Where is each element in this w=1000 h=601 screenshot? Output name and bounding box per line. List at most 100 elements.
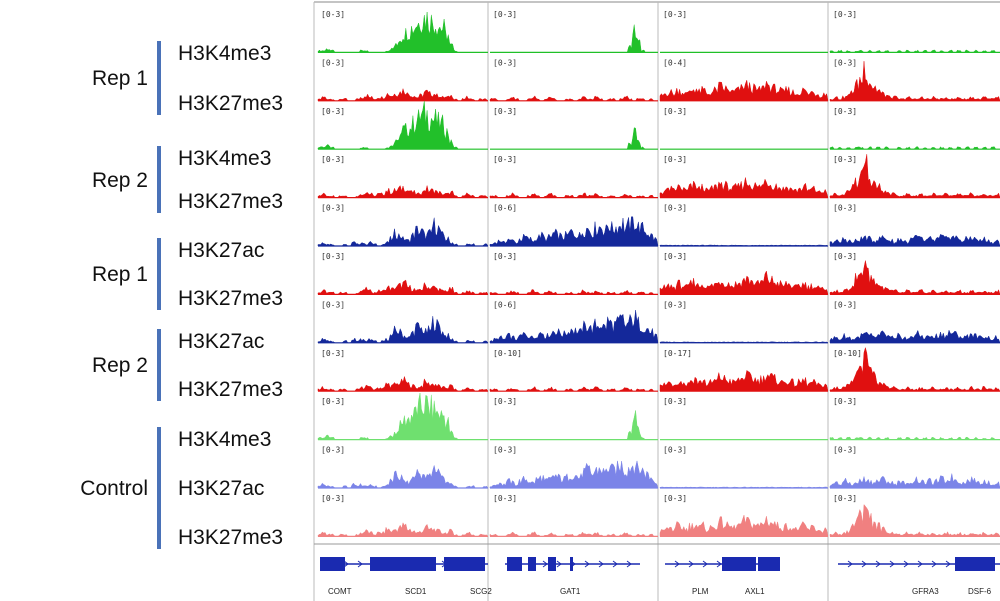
track-range-label: [0-3] (663, 204, 687, 213)
track-range-label: [0-3] (833, 300, 857, 309)
strand-arrow (542, 560, 548, 568)
replicate-group-label: Rep 1 (91, 67, 148, 90)
strand-arrow (343, 560, 349, 568)
gene-exon (507, 557, 522, 571)
gene-name-label: AXL1 (745, 587, 765, 596)
strand-arrow (598, 560, 604, 568)
gene-exon (722, 557, 756, 571)
gene-exon (528, 557, 536, 571)
track-range-label: [0-3] (833, 58, 857, 67)
track-range-label: [0-3] (321, 494, 345, 503)
track-range-label: [0-3] (833, 107, 857, 116)
signal-H3K27me3-panel-1 (317, 375, 489, 392)
signal-H3K27me3-panel-4 (829, 503, 1000, 537)
strand-arrow (889, 560, 895, 568)
track-range-label: [0-3] (493, 446, 517, 455)
track-range-label: [0-3] (833, 397, 857, 406)
track-range-label: [0-3] (321, 10, 345, 19)
signal-H3K27me3-panel-2 (489, 289, 658, 295)
signal-H3K27me3-panel-3 (659, 80, 829, 102)
signal-H3K27ac-panel-3 (659, 486, 829, 489)
signal-H3K27me3-panel-1 (317, 87, 489, 102)
signal-H3K4me3-panel-1 (317, 11, 488, 53)
track-range-label: [0-3] (663, 494, 687, 503)
signal-H3K27ac-panel-1 (317, 217, 489, 247)
group-bracket-bar (157, 427, 161, 549)
strand-arrow (716, 560, 722, 568)
gene-name-label: COMT (328, 587, 352, 596)
strand-arrow (584, 560, 590, 568)
track-range-label: [0-17] (663, 349, 692, 358)
signal-H3K27me3-panel-2 (489, 192, 658, 198)
signal-H3K4me3-panel-1 (317, 392, 488, 440)
track-range-label: [0-3] (663, 107, 687, 116)
signal-H3K27me3-panel-3 (659, 369, 829, 392)
track-range-label: [0-3] (493, 494, 517, 503)
signal-H3K4me3-panel-2 (490, 24, 658, 53)
track-range-label: [0-3] (833, 252, 857, 261)
track-range-label: [0-3] (493, 252, 517, 261)
signal-H3K27me3-panel-3 (659, 177, 829, 198)
gene-name-label: SCD1 (405, 587, 427, 596)
group-bracket-bar (157, 41, 161, 115)
signal-H3K4me3-panel-4 (829, 146, 1000, 150)
signal-H3K27me3-panel-2 (489, 386, 658, 392)
track-range-label: [0-3] (493, 155, 517, 164)
strand-arrow (945, 560, 951, 568)
signal-H3K27ac-panel-2 (489, 216, 659, 247)
track-range-label: [0-6] (493, 300, 517, 309)
track-range-label: [0-3] (663, 300, 687, 309)
track-range-label: [0-6] (493, 204, 517, 213)
signal-H3K4me3-panel-4 (829, 436, 1000, 440)
strand-arrow (357, 560, 363, 568)
track-range-label: [0-3] (493, 10, 517, 19)
signal-H3K27me3-panel-1 (317, 522, 489, 537)
strand-arrow (903, 560, 909, 568)
signal-H3K27me3-panel-3 (659, 270, 829, 295)
track-range-label: [0-3] (833, 10, 857, 19)
signal-H3K27ac-panel-1 (317, 465, 489, 489)
browser-background (314, 0, 1000, 601)
track-range-label: [0-3] (833, 446, 857, 455)
track-range-label: [0-3] (493, 58, 517, 67)
track-range-label: [0-3] (321, 252, 345, 261)
signal-H3K27me3-panel-4 (829, 346, 1000, 392)
gene-name-label: PLM (692, 587, 709, 596)
track-name-label: H3K27me3 (178, 190, 284, 213)
gene-name-label: DSF-6 (968, 587, 992, 596)
strand-arrow (861, 560, 867, 568)
track-range-label: [0-4] (663, 58, 687, 67)
signal-H3K27me3-panel-4 (829, 61, 1000, 102)
track-range-label: [0-3] (663, 397, 687, 406)
gene-exon (570, 557, 573, 571)
signal-H3K27ac-panel-2 (489, 460, 659, 489)
gene-exon (955, 557, 995, 571)
track-range-label: [0-3] (663, 10, 687, 19)
track-name-label: H3K27ac (178, 239, 265, 262)
replicate-group-label: Rep 1 (91, 263, 148, 286)
track-range-label: [0-3] (321, 349, 345, 358)
track-range-label: [0-3] (663, 252, 687, 261)
signal-H3K27me3-panel-2 (489, 531, 658, 537)
signal-H3K27me3-panel-1 (317, 185, 489, 198)
track-name-label: H3K4me3 (178, 147, 272, 170)
track-name-label: H3K4me3 (178, 428, 272, 451)
strand-arrow (875, 560, 881, 568)
track-range-label: [0-3] (321, 300, 345, 309)
strand-arrow (688, 560, 694, 568)
gene-exon (444, 557, 485, 571)
track-range-label: [0-3] (321, 107, 345, 116)
signal-H3K4me3-panel-2 (490, 410, 658, 440)
group-bracket-bar (157, 238, 161, 310)
track-name-label: H3K27ac (178, 330, 265, 353)
strand-arrow (674, 560, 680, 568)
signal-H3K27ac-panel-3 (659, 244, 829, 247)
strand-arrow (556, 560, 562, 568)
strand-arrow (931, 560, 937, 568)
replicate-group-label: Rep 2 (91, 354, 148, 377)
gene-exon (758, 557, 780, 571)
signal-H3K27me3-panel-4 (829, 260, 1000, 295)
track-name-label: H3K27me3 (178, 526, 284, 549)
signal-H3K27me3-panel-1 (317, 279, 489, 295)
